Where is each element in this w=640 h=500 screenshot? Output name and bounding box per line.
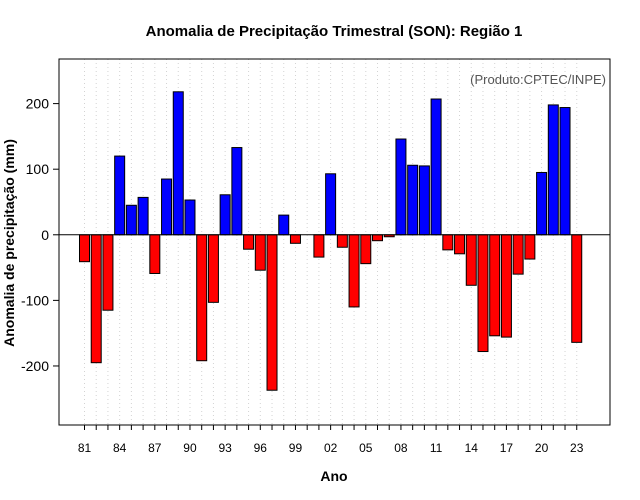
bar-2018 (512, 234, 524, 275)
bar-2002 (325, 173, 337, 236)
x-tick-label: 93 (218, 441, 232, 455)
y-tick-label: 0 (41, 227, 49, 243)
bar-2006 (372, 234, 383, 242)
x-tick-label: 02 (324, 441, 338, 455)
y-tick-label: -200 (21, 358, 49, 374)
bar-2015 (477, 234, 489, 353)
bar-2010 (418, 165, 430, 236)
bar-1981 (79, 234, 90, 263)
y-tick-label: 100 (26, 161, 50, 177)
bar-1994 (231, 147, 243, 236)
y-tick-label: 200 (26, 96, 50, 112)
bar-1984 (114, 155, 126, 236)
bar-1999 (289, 234, 301, 244)
x-tick-label: 11 (430, 441, 443, 455)
y-axis-title: Anomalia de precipitação (mm) (1, 139, 17, 347)
source-annotation: (Produto:CPTEC/INPE) (470, 72, 606, 87)
bar-1983 (102, 234, 114, 311)
bar-2013 (454, 234, 466, 255)
bar-1993 (219, 194, 231, 236)
bar-1996 (254, 234, 266, 271)
x-tick-label: 14 (465, 441, 479, 455)
bar-2017 (500, 234, 512, 338)
bar-1991 (196, 234, 208, 362)
x-tick-label: 17 (500, 441, 514, 455)
bar-2016 (489, 234, 501, 337)
x-tick-label: 05 (359, 441, 373, 455)
bar-1995 (243, 234, 255, 250)
x-tick-label: 87 (148, 441, 162, 455)
bar-2012 (442, 234, 454, 251)
bar-2004 (348, 234, 360, 308)
x-tick-label: 23 (570, 441, 584, 455)
x-tick-label: 20 (535, 441, 549, 455)
bar-2003 (336, 234, 348, 248)
bar-2019 (524, 234, 536, 260)
x-tick-label: 99 (289, 441, 303, 455)
bar-2021 (547, 104, 559, 236)
bar-1992 (207, 234, 219, 303)
chart-title: Anomalia de Precipitação Trimestral (SON… (146, 23, 523, 40)
bar-1988 (161, 178, 173, 236)
x-tick-label: 81 (78, 441, 92, 455)
bar-1985 (125, 204, 137, 236)
x-axis-title: Ano (320, 468, 347, 484)
x-tick-label: 96 (254, 441, 268, 455)
bar-1987 (149, 234, 161, 274)
bar-1982 (90, 234, 102, 364)
bars (79, 91, 583, 391)
bar-2008 (395, 138, 407, 236)
bar-2009 (407, 164, 419, 236)
bar-2005 (360, 234, 372, 265)
bar-2011 (430, 98, 442, 236)
bar-2022 (559, 107, 571, 236)
y-tick-label: -100 (21, 292, 49, 308)
bar-1997 (266, 234, 278, 391)
x-tick-label: 84 (113, 441, 127, 455)
bar-2020 (536, 171, 548, 236)
bar-1998 (278, 214, 290, 236)
bar-2001 (313, 234, 325, 258)
y-axis: -200 -100 0 100 200 (21, 96, 59, 374)
bar-2023 (571, 234, 583, 343)
bar-1989 (172, 91, 184, 236)
x-tick-label: 90 (183, 441, 197, 455)
plot-frame (58, 58, 611, 426)
bar-1986 (137, 196, 149, 236)
bar-2014 (465, 234, 477, 286)
x-tick-label: 08 (394, 441, 408, 455)
bar-1990 (184, 199, 196, 236)
x-axis: 81 84 87 90 93 96 99 02 05 08 11 14 17 20 23 (78, 425, 584, 455)
